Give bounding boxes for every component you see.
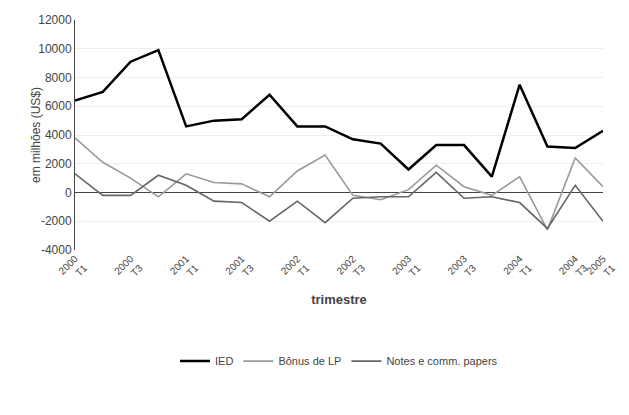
svg-text:Notes e comm. papers: Notes e comm. papers [386, 355, 497, 367]
svg-text:2001T3: 2001T3 [223, 253, 256, 286]
svg-text:2003T3: 2003T3 [445, 253, 478, 286]
svg-text:2004T3: 2004T3 [557, 253, 590, 286]
svg-text:2002T1: 2002T1 [279, 253, 312, 286]
svg-text:2000T1: 2000T1 [56, 253, 89, 286]
svg-text:12000: 12000 [38, 13, 72, 27]
svg-text:em milhões (US$): em milhões (US$) [29, 87, 43, 183]
svg-text:Bônus de LP: Bônus de LP [278, 355, 341, 367]
svg-text:8000: 8000 [45, 71, 72, 85]
svg-text:6000: 6000 [45, 99, 72, 113]
svg-text:0: 0 [65, 186, 72, 200]
svg-text:2002T3: 2002T3 [334, 253, 367, 286]
svg-text:2005T1: 2005T1 [584, 253, 617, 286]
svg-text:4000: 4000 [45, 128, 72, 142]
svg-text:2001T1: 2001T1 [168, 253, 201, 286]
svg-text:trimestre: trimestre [311, 292, 367, 307]
svg-text:-4000: -4000 [41, 243, 72, 257]
svg-text:-2000: -2000 [41, 214, 72, 228]
svg-text:2004T1: 2004T1 [501, 253, 534, 286]
svg-text:2000T3: 2000T3 [112, 253, 145, 286]
svg-text:2000: 2000 [45, 157, 72, 171]
svg-text:2003T1: 2003T1 [390, 253, 423, 286]
svg-text:IED: IED [215, 355, 233, 367]
svg-text:10000: 10000 [38, 42, 72, 56]
